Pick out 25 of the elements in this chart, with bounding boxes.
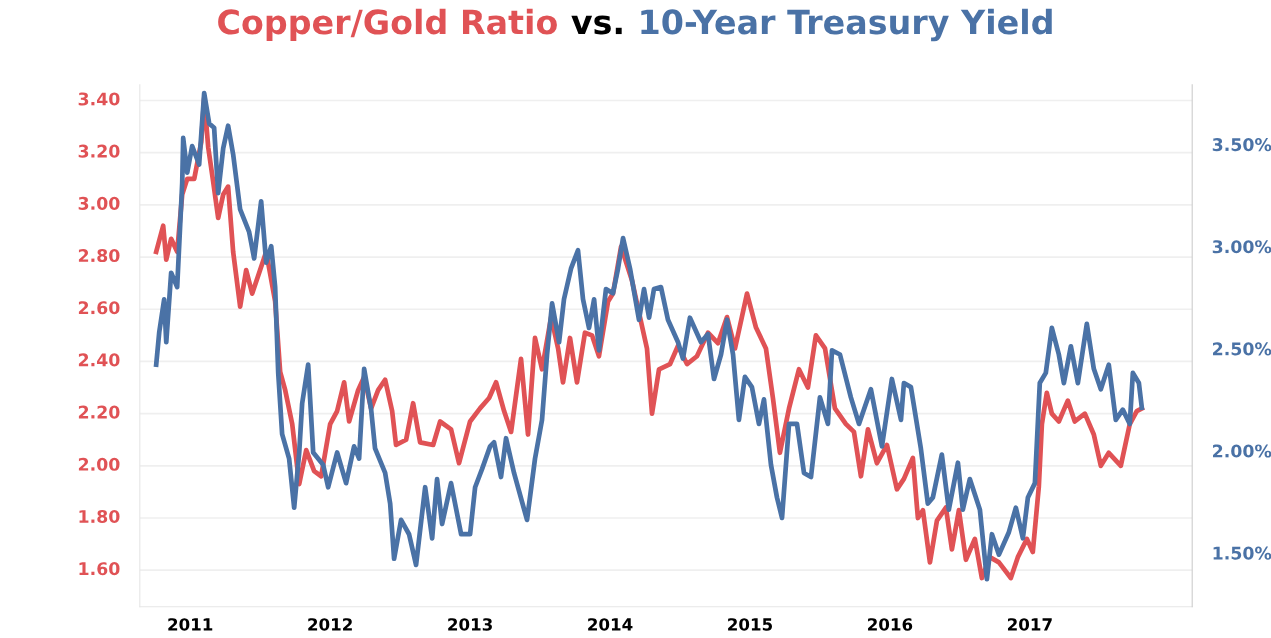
- x-tick-label: 2012: [308, 618, 352, 631]
- x-tick-label: 2015: [728, 618, 772, 631]
- y2-tick-label: 2.50%: [1213, 342, 1271, 356]
- y-tick-label: 2.20: [78, 405, 120, 419]
- y-tick-label: 3.20: [78, 144, 120, 158]
- y-tick-label: 2.60: [78, 301, 120, 315]
- y-tick-label: 1.60: [79, 562, 120, 576]
- y2-tick-label: 1.50%: [1213, 546, 1271, 560]
- y-tick-label: 1.80: [79, 509, 120, 524]
- x-tick-label: 2011: [168, 618, 213, 631]
- x-tick-label: 2017: [1007, 618, 1052, 631]
- y-tick-label: 3.00: [78, 196, 120, 210]
- series-label: Copper/Gold Ratio: [218, 8, 557, 42]
- chart-title: vs.: [571, 15, 622, 35]
- x-tick-label: 2013: [448, 618, 492, 631]
- x-tick-label: 2014: [588, 618, 633, 631]
- y-tick-label: 2.00: [78, 457, 120, 471]
- y-tick-label: 2.80: [78, 248, 120, 263]
- y2-tick-label: 3.50%: [1212, 138, 1271, 152]
- y-tick-label: 3.40: [78, 92, 120, 106]
- y2-tick-label: 3.00%: [1212, 240, 1271, 254]
- y-tick-label: 2.40: [78, 353, 120, 367]
- x-tick-label: 2016: [868, 618, 913, 631]
- y2-tick-label: 2.00%: [1213, 444, 1271, 458]
- text: 10-Year Treasury Yield: [641, 8, 1052, 42]
